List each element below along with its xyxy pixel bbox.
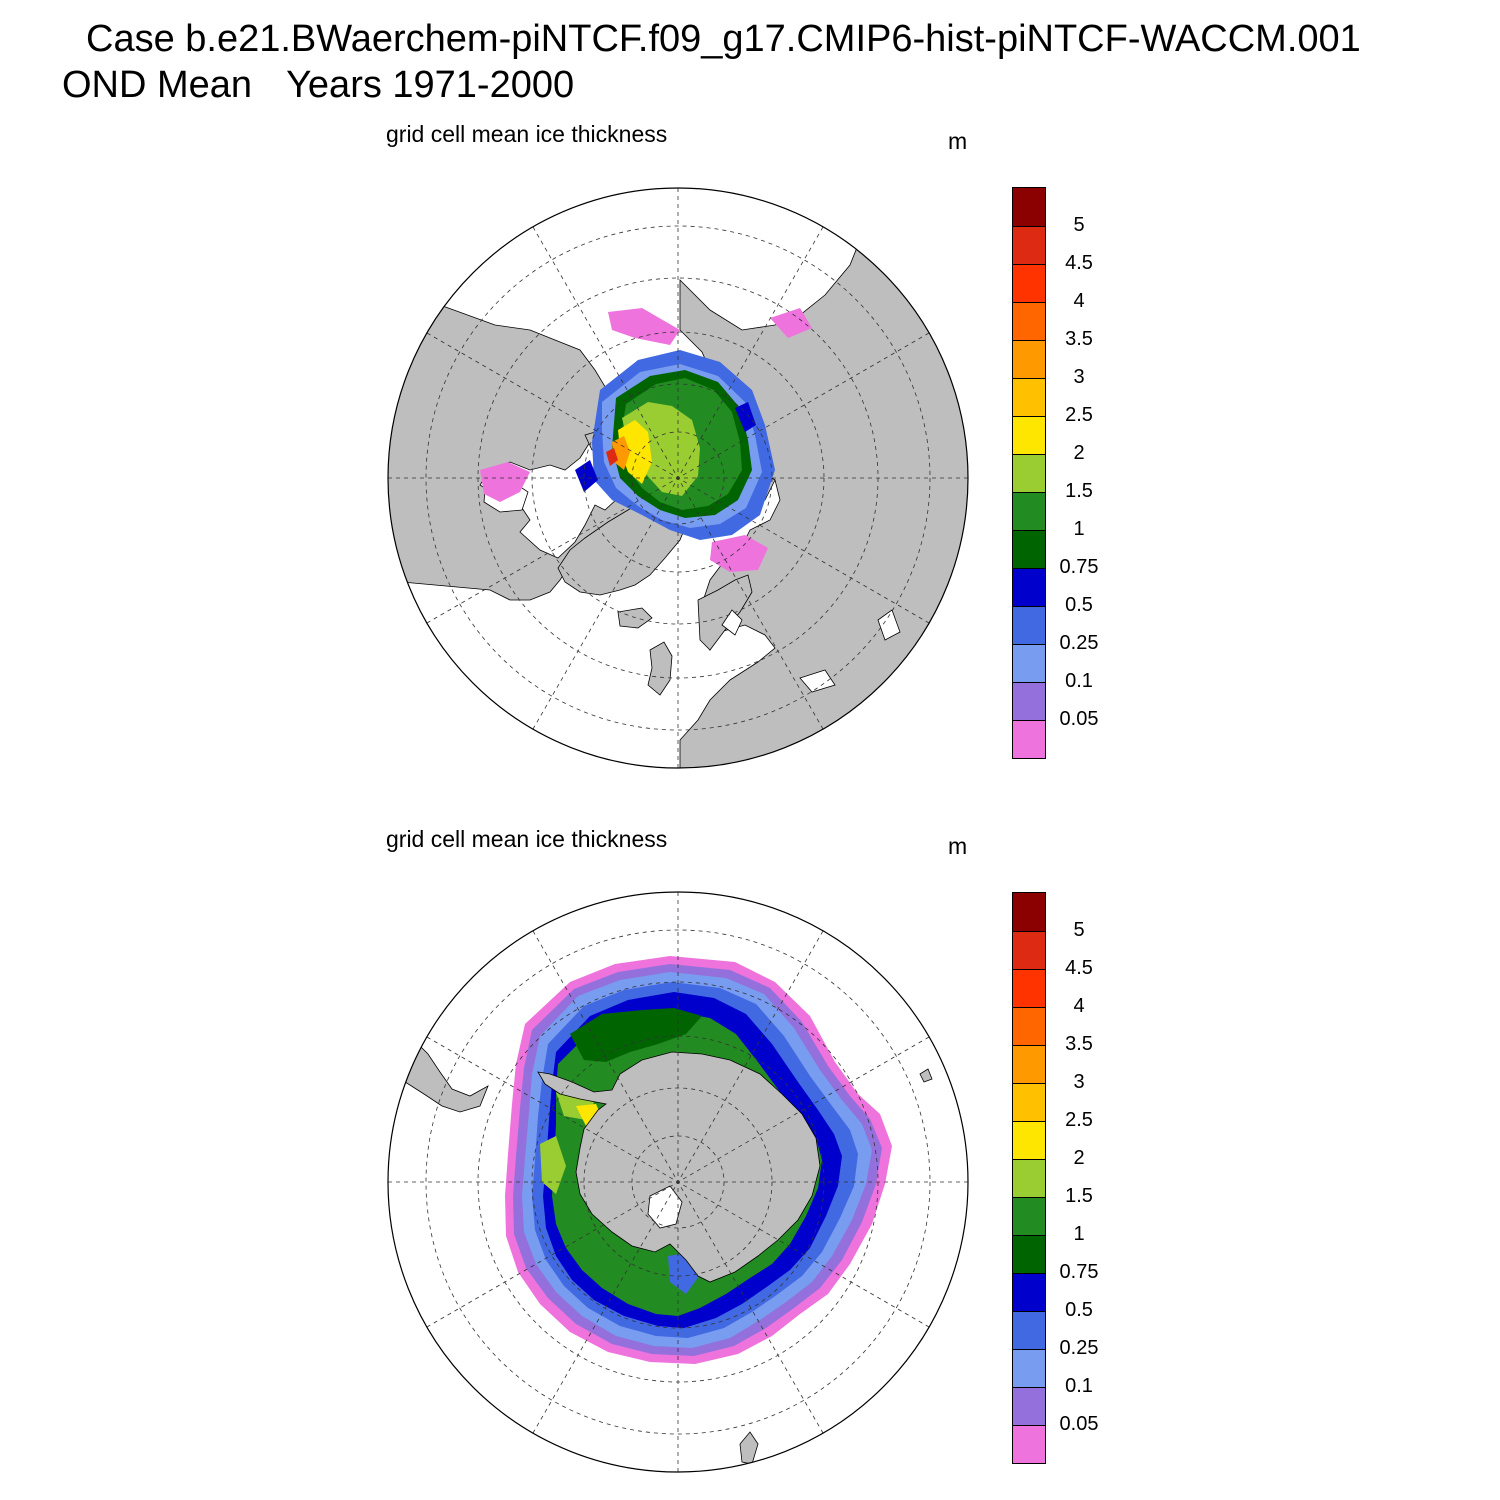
north-panel-units: m bbox=[948, 128, 968, 154]
south-tick-label: 5 bbox=[1073, 919, 1085, 941]
north-sea-ice bbox=[480, 308, 812, 572]
north-swatch bbox=[1013, 454, 1045, 492]
north-ice-blue-barents bbox=[735, 402, 756, 432]
south-swatch bbox=[1013, 893, 1045, 931]
south-tick-label: 1 bbox=[1073, 1223, 1085, 1245]
south-swatch bbox=[1013, 1387, 1045, 1425]
south-swatch bbox=[1013, 1197, 1045, 1235]
north-ice-pink-okhotsk bbox=[770, 308, 812, 338]
north-tick-label: 0.05 bbox=[1059, 708, 1099, 730]
north-land-scandinavia bbox=[697, 574, 753, 651]
north-swatch bbox=[1013, 416, 1045, 454]
north-tick-label: 4.5 bbox=[1065, 252, 1093, 274]
south-ice-yellow-green-west bbox=[540, 1136, 566, 1194]
north-swatch bbox=[1013, 606, 1045, 644]
years-label: Years 1971-2000 bbox=[286, 64, 575, 106]
north-swatch bbox=[1013, 378, 1045, 416]
south-swatch bbox=[1013, 969, 1045, 1007]
north-swatch bbox=[1013, 226, 1045, 264]
north-tick-label: 1 bbox=[1073, 518, 1085, 540]
north-tick-label: 2.5 bbox=[1065, 404, 1093, 426]
north-colorbar bbox=[1012, 187, 1046, 759]
south-swatch bbox=[1013, 1121, 1045, 1159]
north-swatch bbox=[1013, 720, 1045, 758]
south-tick-label: 4.5 bbox=[1065, 957, 1093, 979]
north-water-black-sea bbox=[799, 669, 836, 693]
north-swatch bbox=[1013, 492, 1045, 530]
south-tick-label: 0.5 bbox=[1065, 1299, 1093, 1321]
north-swatch bbox=[1013, 264, 1045, 302]
figure-title-period: OND Mean Years 1971-2000 bbox=[62, 64, 574, 107]
north-ice-blue-baffin bbox=[575, 460, 598, 492]
north-tick-label: 5 bbox=[1073, 214, 1085, 236]
north-tick-label: 3.5 bbox=[1065, 328, 1093, 350]
south-land-antarctica bbox=[537, 1051, 821, 1283]
south-colorbar bbox=[1012, 892, 1046, 1464]
north-swatch bbox=[1013, 302, 1045, 340]
south-tick-label: 1.5 bbox=[1065, 1185, 1093, 1207]
north-ice-pink-bering bbox=[608, 308, 680, 345]
north-land-iceland bbox=[617, 607, 653, 629]
south-swatch bbox=[1013, 1235, 1045, 1273]
south-land-new-zealand bbox=[739, 1431, 759, 1465]
north-tick-label: 3 bbox=[1073, 366, 1085, 388]
south-tick-label: 0.05 bbox=[1059, 1413, 1099, 1435]
north-swatch bbox=[1013, 568, 1045, 606]
north-tick-label: 0.1 bbox=[1065, 670, 1093, 692]
south-swatch bbox=[1013, 1083, 1045, 1121]
south-tick-label: 0.25 bbox=[1059, 1337, 1099, 1359]
north-ice-red-patch bbox=[606, 448, 618, 466]
south-ice-dark-green-weddell bbox=[570, 1008, 702, 1062]
north-water-caspian bbox=[877, 609, 901, 641]
south-graticule bbox=[388, 892, 968, 1472]
south-map-border bbox=[387, 891, 969, 1473]
south-swatch bbox=[1013, 1045, 1045, 1083]
south-polar-map bbox=[387, 891, 969, 1473]
south-swatch bbox=[1013, 1311, 1045, 1349]
north-graticule bbox=[388, 188, 968, 768]
south-swatch bbox=[1013, 1007, 1045, 1045]
south-swatch bbox=[1013, 1349, 1045, 1387]
south-swatch bbox=[1013, 1425, 1045, 1463]
north-tick-label: 1.5 bbox=[1065, 480, 1093, 502]
south-panel-units: m bbox=[948, 833, 968, 859]
south-land-island bbox=[919, 1068, 933, 1083]
north-swatch bbox=[1013, 188, 1045, 226]
north-land-britain bbox=[647, 641, 673, 696]
north-swatch bbox=[1013, 644, 1045, 682]
south-tick-label: 2 bbox=[1073, 1147, 1085, 1169]
south-ice-shelf-ross bbox=[647, 1185, 683, 1229]
south-tick-label: 0.75 bbox=[1059, 1261, 1099, 1283]
south-tick-label: 3 bbox=[1073, 1071, 1085, 1093]
north-panel-title: grid cell mean ice thickness bbox=[386, 121, 668, 147]
north-tick-label: 0.75 bbox=[1059, 556, 1099, 578]
north-tick-label: 2 bbox=[1073, 442, 1085, 464]
figure-title-case: Case b.e21.BWaerchem-piNTCF.f09_g17.CMIP… bbox=[86, 18, 1361, 60]
north-ice-pink-greenland-sea bbox=[710, 535, 768, 572]
north-map-border bbox=[387, 187, 969, 769]
south-swatch bbox=[1013, 1159, 1045, 1197]
south-swatch bbox=[1013, 1273, 1045, 1311]
south-swatch bbox=[1013, 931, 1045, 969]
south-tick-label: 4 bbox=[1073, 995, 1085, 1017]
north-swatch bbox=[1013, 340, 1045, 378]
north-ice-yellow bbox=[618, 420, 652, 484]
north-tick-label: 0.5 bbox=[1065, 594, 1093, 616]
south-tick-label: 2.5 bbox=[1065, 1109, 1093, 1131]
north-swatch bbox=[1013, 530, 1045, 568]
north-swatch bbox=[1013, 682, 1045, 720]
north-ice-pink-hudson bbox=[480, 462, 530, 502]
south-panel-title: grid cell mean ice thickness bbox=[386, 826, 668, 852]
south-tick-label: 3.5 bbox=[1065, 1033, 1093, 1055]
season-label: OND Mean bbox=[62, 64, 253, 106]
south-tick-label: 0.1 bbox=[1065, 1375, 1093, 1397]
north-ice-orange bbox=[612, 436, 630, 470]
north-polar-map bbox=[387, 187, 969, 769]
north-tick-label: 0.25 bbox=[1059, 632, 1099, 654]
north-tick-label: 4 bbox=[1073, 290, 1085, 312]
